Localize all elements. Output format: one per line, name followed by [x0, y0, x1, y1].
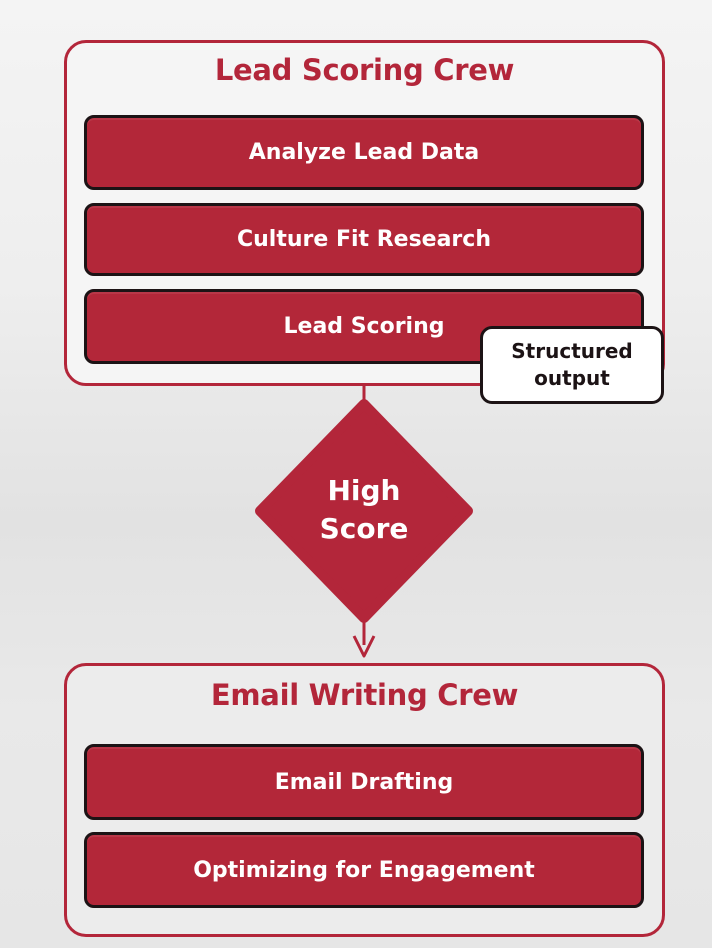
email-writing-crew-title: Email Writing Crew [210, 678, 519, 712]
decision-diamond [255, 399, 473, 623]
structured-output-line-2: output [534, 366, 610, 390]
task-email-drafting: Email Drafting [84, 744, 644, 820]
decision-label-line-2: Score [319, 512, 409, 545]
decision-label: High Score [294, 472, 434, 548]
task-analyze-lead-data: Analyze Lead Data [84, 115, 644, 190]
decision-label-line-1: High [327, 474, 401, 507]
task-optimizing-for-engagement: Optimizing for Engagement [84, 832, 644, 908]
structured-output-tag: Structured output [480, 326, 664, 404]
task-culture-fit-research: Culture Fit Research [84, 203, 644, 276]
lead-scoring-crew-title: Lead Scoring Crew [214, 53, 515, 87]
structured-output-line-1: Structured [511, 339, 633, 363]
arrow-head-icon [352, 635, 376, 658]
